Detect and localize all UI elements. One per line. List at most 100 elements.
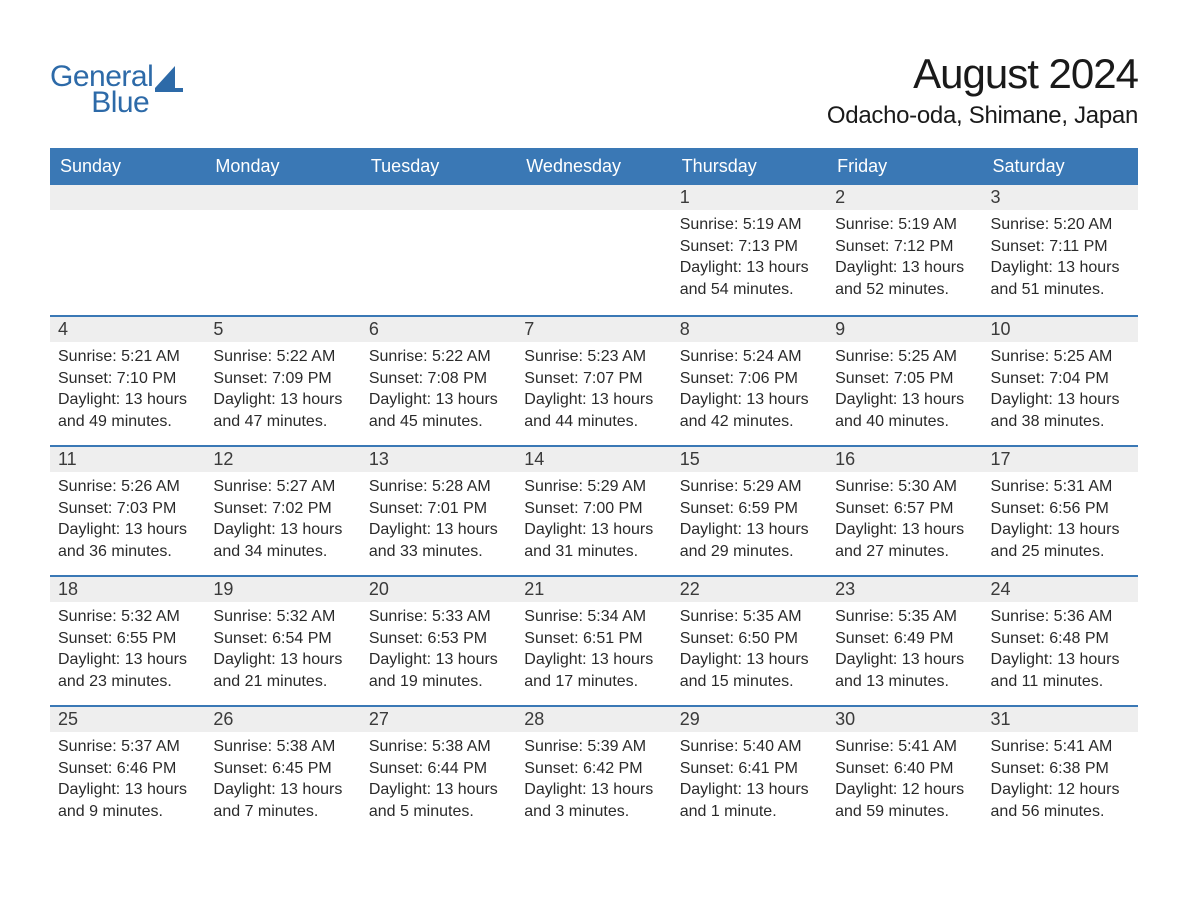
day-details: Sunrise: 5:35 AMSunset: 6:50 PMDaylight:…: [672, 602, 827, 692]
daylight-line: Daylight: 13 hours and 9 minutes.: [58, 779, 197, 822]
sunset-line: Sunset: 6:45 PM: [213, 758, 352, 780]
calendar-week-row: ....1Sunrise: 5:19 AMSunset: 7:13 PMDayl…: [50, 185, 1138, 315]
sunrise-line: Sunrise: 5:24 AM: [680, 346, 819, 368]
day-number: 5: [205, 315, 360, 342]
sunrise-line: Sunrise: 5:35 AM: [835, 606, 974, 628]
day-number: 18: [50, 575, 205, 602]
day-details: Sunrise: 5:19 AMSunset: 7:12 PMDaylight:…: [827, 210, 982, 300]
day-details: Sunrise: 5:29 AMSunset: 7:00 PMDaylight:…: [516, 472, 671, 562]
day-number: 31: [983, 705, 1138, 732]
brand-logo: General Blue: [50, 50, 183, 118]
day-number: 3: [983, 185, 1138, 210]
sunset-line: Sunset: 6:56 PM: [991, 498, 1130, 520]
day-number: 7: [516, 315, 671, 342]
daylight-line: Daylight: 13 hours and 31 minutes.: [524, 519, 663, 562]
calendar-day-cell: 18Sunrise: 5:32 AMSunset: 6:55 PMDayligh…: [50, 575, 205, 705]
sunrise-line: Sunrise: 5:39 AM: [524, 736, 663, 758]
calendar-day-cell: 8Sunrise: 5:24 AMSunset: 7:06 PMDaylight…: [672, 315, 827, 445]
day-number: 20: [361, 575, 516, 602]
calendar-day-cell: 16Sunrise: 5:30 AMSunset: 6:57 PMDayligh…: [827, 445, 982, 575]
day-details: Sunrise: 5:29 AMSunset: 6:59 PMDaylight:…: [672, 472, 827, 562]
weekday-header-row: Sunday Monday Tuesday Wednesday Thursday…: [50, 148, 1138, 185]
sunset-line: Sunset: 6:57 PM: [835, 498, 974, 520]
daylight-line: Daylight: 13 hours and 36 minutes.: [58, 519, 197, 562]
daylight-line: Daylight: 13 hours and 13 minutes.: [835, 649, 974, 692]
calendar-week-row: 4Sunrise: 5:21 AMSunset: 7:10 PMDaylight…: [50, 315, 1138, 445]
sunset-line: Sunset: 6:44 PM: [369, 758, 508, 780]
daylight-line: Daylight: 13 hours and 17 minutes.: [524, 649, 663, 692]
calendar-day-cell: .: [361, 185, 516, 315]
day-number: 11: [50, 445, 205, 472]
calendar-day-cell: 12Sunrise: 5:27 AMSunset: 7:02 PMDayligh…: [205, 445, 360, 575]
calendar-day-cell: 24Sunrise: 5:36 AMSunset: 6:48 PMDayligh…: [983, 575, 1138, 705]
daylight-line: Daylight: 13 hours and 42 minutes.: [680, 389, 819, 432]
calendar-body: ....1Sunrise: 5:19 AMSunset: 7:13 PMDayl…: [50, 185, 1138, 835]
sunset-line: Sunset: 7:02 PM: [213, 498, 352, 520]
daylight-line: Daylight: 13 hours and 29 minutes.: [680, 519, 819, 562]
calendar-day-cell: 14Sunrise: 5:29 AMSunset: 7:00 PMDayligh…: [516, 445, 671, 575]
sunrise-line: Sunrise: 5:29 AM: [524, 476, 663, 498]
day-details: Sunrise: 5:32 AMSunset: 6:55 PMDaylight:…: [50, 602, 205, 692]
day-number: 25: [50, 705, 205, 732]
daylight-line: Daylight: 12 hours and 59 minutes.: [835, 779, 974, 822]
day-details: Sunrise: 5:21 AMSunset: 7:10 PMDaylight:…: [50, 342, 205, 432]
calendar-table: Sunday Monday Tuesday Wednesday Thursday…: [50, 148, 1138, 835]
daylight-line: Daylight: 13 hours and 49 minutes.: [58, 389, 197, 432]
day-details: Sunrise: 5:41 AMSunset: 6:40 PMDaylight:…: [827, 732, 982, 822]
sunset-line: Sunset: 6:55 PM: [58, 628, 197, 650]
day-number: 21: [516, 575, 671, 602]
day-details: Sunrise: 5:23 AMSunset: 7:07 PMDaylight:…: [516, 342, 671, 432]
day-number: 29: [672, 705, 827, 732]
sunset-line: Sunset: 7:01 PM: [369, 498, 508, 520]
daylight-line: Daylight: 13 hours and 23 minutes.: [58, 649, 197, 692]
day-number: 14: [516, 445, 671, 472]
weekday-header: Friday: [827, 148, 982, 185]
day-number: 9: [827, 315, 982, 342]
sunset-line: Sunset: 7:12 PM: [835, 236, 974, 258]
day-details: Sunrise: 5:30 AMSunset: 6:57 PMDaylight:…: [827, 472, 982, 562]
day-details: Sunrise: 5:39 AMSunset: 6:42 PMDaylight:…: [516, 732, 671, 822]
sunset-line: Sunset: 7:11 PM: [991, 236, 1130, 258]
calendar-day-cell: 3Sunrise: 5:20 AMSunset: 7:11 PMDaylight…: [983, 185, 1138, 315]
sunset-line: Sunset: 7:04 PM: [991, 368, 1130, 390]
sunset-line: Sunset: 7:07 PM: [524, 368, 663, 390]
daylight-line: Daylight: 13 hours and 47 minutes.: [213, 389, 352, 432]
day-details: Sunrise: 5:38 AMSunset: 6:45 PMDaylight:…: [205, 732, 360, 822]
weekday-header: Wednesday: [516, 148, 671, 185]
sunrise-line: Sunrise: 5:40 AM: [680, 736, 819, 758]
day-details: Sunrise: 5:20 AMSunset: 7:11 PMDaylight:…: [983, 210, 1138, 300]
calendar-week-row: 18Sunrise: 5:32 AMSunset: 6:55 PMDayligh…: [50, 575, 1138, 705]
day-details: Sunrise: 5:38 AMSunset: 6:44 PMDaylight:…: [361, 732, 516, 822]
sunrise-line: Sunrise: 5:22 AM: [213, 346, 352, 368]
day-number: 22: [672, 575, 827, 602]
sunrise-line: Sunrise: 5:22 AM: [369, 346, 508, 368]
day-number: 30: [827, 705, 982, 732]
day-number: 23: [827, 575, 982, 602]
sunset-line: Sunset: 6:40 PM: [835, 758, 974, 780]
day-details: Sunrise: 5:33 AMSunset: 6:53 PMDaylight:…: [361, 602, 516, 692]
sunrise-line: Sunrise: 5:20 AM: [991, 214, 1130, 236]
calendar-day-cell: 7Sunrise: 5:23 AMSunset: 7:07 PMDaylight…: [516, 315, 671, 445]
day-number: 13: [361, 445, 516, 472]
calendar-day-cell: 22Sunrise: 5:35 AMSunset: 6:50 PMDayligh…: [672, 575, 827, 705]
day-details: Sunrise: 5:41 AMSunset: 6:38 PMDaylight:…: [983, 732, 1138, 822]
day-number: 12: [205, 445, 360, 472]
sunset-line: Sunset: 6:53 PM: [369, 628, 508, 650]
daylight-line: Daylight: 13 hours and 11 minutes.: [991, 649, 1130, 692]
calendar-day-cell: 13Sunrise: 5:28 AMSunset: 7:01 PMDayligh…: [361, 445, 516, 575]
weekday-header: Sunday: [50, 148, 205, 185]
sail-icon: [155, 66, 183, 97]
daylight-line: Daylight: 13 hours and 45 minutes.: [369, 389, 508, 432]
sunset-line: Sunset: 7:08 PM: [369, 368, 508, 390]
sunset-line: Sunset: 6:42 PM: [524, 758, 663, 780]
sunrise-line: Sunrise: 5:32 AM: [213, 606, 352, 628]
daylight-line: Daylight: 13 hours and 40 minutes.: [835, 389, 974, 432]
day-details: Sunrise: 5:26 AMSunset: 7:03 PMDaylight:…: [50, 472, 205, 562]
location-subtitle: Odacho-oda, Shimane, Japan: [827, 102, 1138, 130]
daylight-line: Daylight: 13 hours and 25 minutes.: [991, 519, 1130, 562]
sunset-line: Sunset: 6:41 PM: [680, 758, 819, 780]
daylight-line: Daylight: 13 hours and 51 minutes.: [991, 257, 1130, 300]
day-number: 1: [672, 185, 827, 210]
day-number: 4: [50, 315, 205, 342]
sunset-line: Sunset: 6:46 PM: [58, 758, 197, 780]
